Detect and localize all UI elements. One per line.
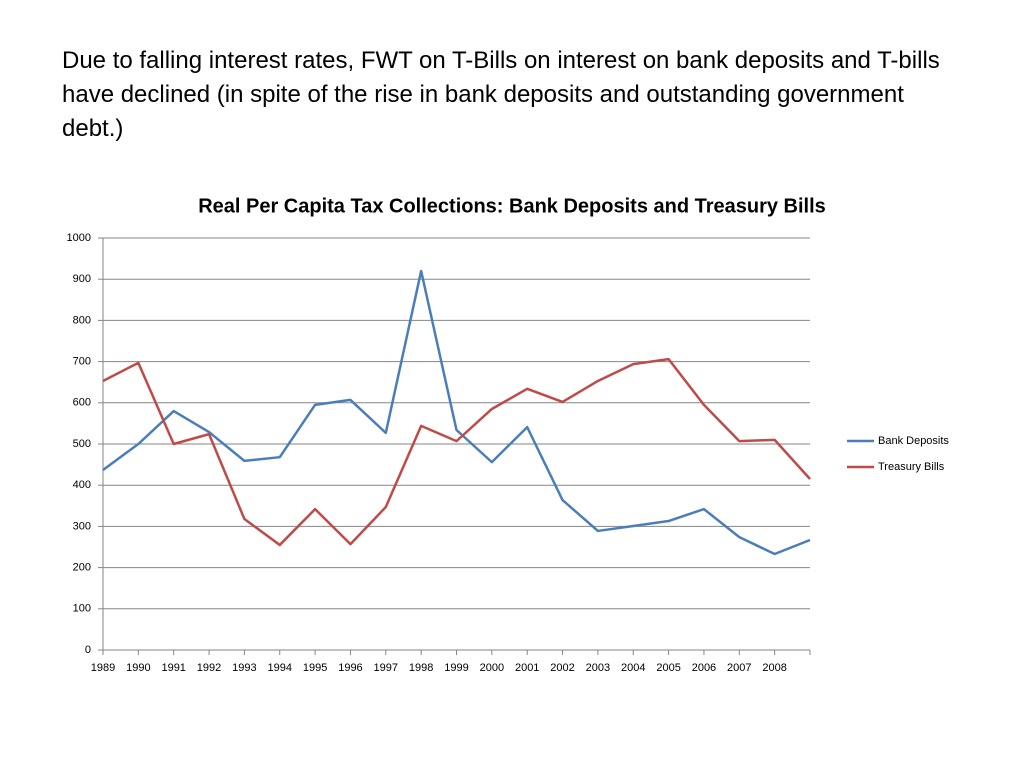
- x-tick-label: 1993: [232, 662, 256, 674]
- x-tick-label: 1997: [374, 662, 398, 674]
- chart-title: Real Per Capita Tax Collections: Bank De…: [198, 195, 826, 217]
- slide-heading: Due to falling interest rates, FWT on T-…: [62, 47, 940, 142]
- y-tick-label: 300: [73, 520, 91, 532]
- legend-label: Bank Deposits: [878, 435, 949, 447]
- y-tick-label: 600: [73, 397, 91, 409]
- x-tick-label: 2003: [586, 662, 610, 674]
- x-tick-label: 1989: [91, 662, 115, 674]
- y-tick-label: 200: [73, 562, 91, 574]
- x-tick-label: 1992: [197, 662, 221, 674]
- y-tick-label: 500: [73, 438, 91, 450]
- y-tick-label: 800: [73, 314, 91, 326]
- x-tick-label: 2007: [727, 662, 751, 674]
- x-tick-label: 1994: [268, 662, 292, 674]
- x-tick-label: 2006: [692, 662, 716, 674]
- x-tick-label: 1991: [161, 662, 185, 674]
- x-tick-label: 2004: [621, 662, 645, 674]
- x-tick-label: 2002: [550, 662, 574, 674]
- y-tick-label: 400: [73, 479, 91, 491]
- x-tick-label: 2001: [515, 662, 539, 674]
- x-tick-label: 2005: [656, 662, 680, 674]
- y-tick-label: 700: [73, 356, 91, 368]
- x-tick-label: 1999: [444, 662, 468, 674]
- x-tick-label: 1990: [126, 662, 150, 674]
- x-tick-label: 1998: [409, 662, 433, 674]
- x-tick-label: 1996: [338, 662, 362, 674]
- x-tick-label: 1995: [303, 662, 327, 674]
- x-tick-label: 2008: [762, 662, 786, 674]
- y-tick-label: 0: [85, 644, 91, 656]
- y-tick-label: 100: [73, 603, 91, 615]
- series-line: [102, 357, 811, 547]
- y-tick-label: 900: [73, 273, 91, 285]
- x-tick-label: 2000: [480, 662, 504, 674]
- y-tick-label: 1000: [67, 232, 91, 244]
- series-line: [102, 269, 811, 556]
- legend-label: Treasury Bills: [878, 461, 945, 473]
